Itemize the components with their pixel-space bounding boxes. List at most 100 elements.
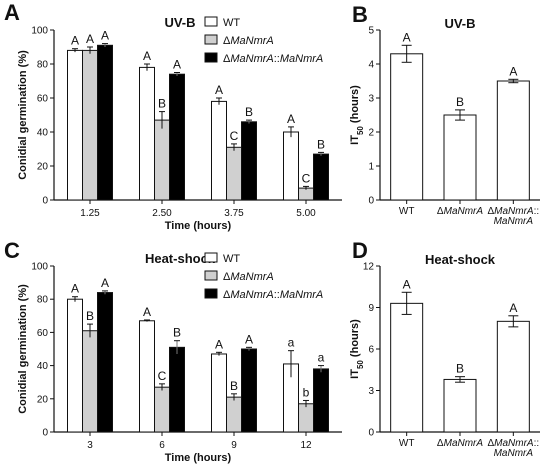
significance-letter: A	[71, 282, 79, 296]
bar	[67, 298, 83, 433]
x-tick-label: ΔMaNmrA::	[487, 438, 539, 449]
y-tick-label: 6	[368, 345, 374, 356]
y-tick-label: 40	[37, 128, 49, 139]
y-tick-label: 12	[363, 262, 375, 273]
y-tick-label: 3	[368, 386, 374, 397]
bar	[97, 44, 113, 201]
y-axis-title: Conidial germination (%)	[17, 50, 29, 180]
bar	[443, 114, 477, 201]
chart-title: Heat-shock	[145, 251, 216, 266]
x-tick-label: WT	[399, 438, 415, 449]
chart-title: Heat-shock	[425, 252, 496, 267]
significance-letter: A	[215, 83, 223, 97]
y-axis-title: IT50 (hours)	[349, 319, 365, 379]
significance-letter: a	[318, 351, 325, 365]
legend-swatch	[204, 252, 218, 263]
legend-label: ΔMaNmrA::MaNmrA	[223, 289, 323, 301]
y-tick-label: 0	[42, 428, 48, 439]
legend-label: WT	[223, 253, 240, 265]
x-axis-title: Time (hours)	[165, 452, 232, 464]
bar	[390, 53, 424, 201]
bar	[241, 121, 257, 201]
x-tick-label: WT	[399, 206, 415, 217]
bar	[67, 49, 83, 201]
bar	[313, 153, 329, 201]
legend-label: WT	[223, 17, 240, 29]
x-tick-label: MaNmrA	[494, 448, 534, 459]
significance-letter: A	[509, 64, 517, 78]
bar	[226, 146, 242, 201]
significance-letter: B	[317, 137, 325, 151]
bar	[241, 348, 257, 433]
y-tick-label: 20	[37, 394, 49, 405]
significance-letter: A	[71, 34, 79, 48]
y-tick-label: 0	[368, 196, 374, 207]
bar	[283, 131, 299, 201]
significance-letter: C	[158, 369, 167, 383]
y-tick-label: 2	[368, 128, 374, 139]
x-axis-title: Time (hours)	[165, 220, 232, 232]
significance-letter: B	[158, 97, 166, 111]
significance-letter: A	[509, 301, 517, 315]
y-tick-label: 100	[31, 262, 48, 273]
legend-swatch	[204, 34, 218, 45]
significance-letter: B	[245, 105, 253, 119]
y-tick-label: 9	[368, 303, 374, 314]
significance-letter: A	[101, 29, 109, 43]
panel-letter: A	[4, 0, 20, 25]
bar	[169, 73, 185, 201]
bar	[298, 403, 314, 433]
x-tick-label: MaNmrA	[494, 216, 534, 227]
y-tick-label: 1	[368, 162, 374, 173]
bar	[496, 320, 530, 433]
bar	[211, 100, 227, 201]
y-axis-title: Conidial germination (%)	[17, 284, 29, 414]
x-tick-label: 3.75	[224, 208, 244, 219]
legend-swatch	[204, 270, 218, 281]
significance-letter: B	[173, 326, 181, 340]
bar	[298, 187, 314, 201]
y-tick-label: 0	[42, 196, 48, 207]
chart-title: UV-B	[164, 15, 195, 30]
legend-swatch	[204, 52, 218, 63]
significance-letter: B	[86, 309, 94, 323]
y-tick-label: 20	[37, 162, 49, 173]
bar	[313, 368, 329, 433]
bar	[211, 353, 227, 433]
significance-letter: A	[173, 58, 181, 72]
bar	[154, 119, 170, 201]
x-tick-label: 9	[231, 440, 237, 451]
significance-letter: A	[86, 32, 94, 46]
bar	[443, 378, 477, 433]
x-tick-label: ΔMaNmrA::	[487, 206, 539, 217]
x-tick-label: 6	[159, 440, 165, 451]
x-tick-label: 2.50	[152, 208, 172, 219]
bar	[169, 346, 185, 433]
panel-letter: B	[352, 2, 368, 27]
significance-letter: b	[303, 385, 310, 399]
legend-swatch	[204, 16, 218, 27]
y-tick-label: 80	[37, 295, 49, 306]
bar	[139, 66, 155, 201]
significance-letter: A	[143, 305, 151, 319]
bar	[82, 49, 98, 201]
legend-label: ΔMaNmrA	[223, 35, 274, 47]
x-tick-label: ΔMaNmrA	[437, 206, 483, 217]
x-tick-label: 12	[300, 440, 312, 451]
significance-letter: B	[456, 95, 464, 109]
x-tick-label: ΔMaNmrA	[437, 438, 483, 449]
legend-swatch	[204, 288, 218, 299]
x-tick-label: 3	[87, 440, 93, 451]
x-tick-label: 1.25	[80, 208, 100, 219]
panel-letter: C	[4, 238, 20, 263]
significance-letter: A	[215, 337, 223, 351]
y-axis-title: IT50 (hours)	[349, 85, 365, 145]
bar	[226, 396, 242, 433]
panel-letter: D	[352, 238, 368, 263]
bar	[139, 320, 155, 433]
significance-letter: a	[288, 336, 295, 350]
chart-title: UV-B	[444, 16, 475, 31]
significance-letter: A	[403, 30, 411, 44]
y-tick-label: 5	[368, 26, 374, 37]
